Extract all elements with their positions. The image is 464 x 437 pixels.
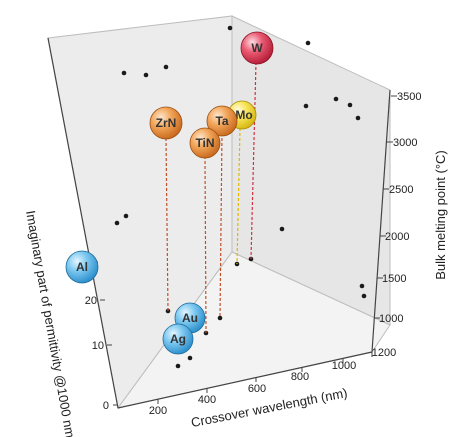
w-label: W bbox=[251, 41, 263, 55]
au-label: Au bbox=[182, 311, 198, 325]
z-axis-title: Imaginary part of permittivity @1000 nm bbox=[23, 209, 78, 437]
ta-marker bbox=[206, 105, 238, 137]
projection-dot bbox=[165, 308, 171, 314]
mo-label: Mo bbox=[235, 108, 252, 122]
projection-dot bbox=[359, 283, 365, 289]
drop-line-zrn bbox=[165, 137, 169, 312]
x-axis-title: Crossover wavelength (nm) bbox=[190, 385, 349, 430]
zrn-label: ZrN bbox=[156, 116, 177, 130]
projection-dot bbox=[303, 103, 309, 109]
y-tick-label: 3000 bbox=[393, 137, 417, 149]
tin-marker bbox=[189, 127, 221, 159]
projection-dot bbox=[347, 102, 353, 108]
zrn-marker bbox=[149, 106, 183, 140]
sphere-ta: Ta bbox=[206, 105, 238, 137]
y-tick-label: 1500 bbox=[382, 273, 406, 285]
y-tick-label: 3500 bbox=[397, 91, 421, 103]
al-label: Al bbox=[76, 260, 88, 274]
sphere-zrn: ZrN bbox=[149, 106, 183, 140]
ag-label: Ag bbox=[170, 332, 186, 346]
projection-dot bbox=[227, 25, 233, 31]
x-tick-label: 200 bbox=[149, 405, 167, 417]
x-tick-label: 1200 bbox=[372, 347, 396, 359]
z-axis-line bbox=[47, 37, 119, 409]
projection-dot bbox=[305, 40, 311, 46]
projection-dot bbox=[121, 70, 127, 76]
drop-line-w bbox=[250, 61, 257, 260]
projection-points bbox=[114, 25, 367, 369]
sphere-tin: TiN bbox=[189, 127, 221, 159]
sphere-ag: Ag bbox=[162, 323, 194, 355]
x-tick-labels: 200 400 600 800 1000 1200 bbox=[149, 347, 396, 417]
ag-marker bbox=[162, 323, 194, 355]
projection-dot bbox=[163, 64, 169, 70]
projection-dot bbox=[187, 355, 193, 361]
y-tick-label: 2500 bbox=[389, 184, 413, 196]
projection-dot bbox=[355, 115, 361, 121]
drop-line-mo bbox=[236, 127, 241, 265]
z-tick-label: 0 bbox=[103, 400, 109, 412]
x-tick-label: 1000 bbox=[332, 360, 356, 372]
x-axis-line bbox=[117, 351, 373, 409]
projection-dot bbox=[333, 96, 339, 102]
z-tick-label: 10 bbox=[92, 340, 104, 352]
drop-line-ta bbox=[219, 132, 223, 319]
y-tick-label: 2000 bbox=[385, 231, 409, 243]
y-tick-labels: 1000 1500 2000 2500 3000 3500 bbox=[379, 91, 421, 325]
drop-lines bbox=[165, 61, 257, 334]
projection-dot bbox=[361, 293, 367, 299]
projection-dot bbox=[114, 220, 120, 226]
z-tick-label: 20 bbox=[85, 295, 97, 307]
al-marker bbox=[65, 250, 99, 284]
x-tick-label: 800 bbox=[291, 371, 309, 383]
projection-dot bbox=[175, 363, 181, 369]
projection-dot bbox=[123, 213, 129, 219]
x-tick-marks bbox=[157, 352, 373, 404]
sphere-al: Al bbox=[65, 250, 99, 284]
x-tick-label: 400 bbox=[198, 394, 216, 406]
ta-label: Ta bbox=[215, 114, 228, 128]
y-tick-marks bbox=[374, 95, 397, 319]
x-tick-label: 600 bbox=[248, 383, 266, 395]
drop-line-tin bbox=[204, 155, 207, 334]
w-marker bbox=[240, 31, 274, 65]
tin-label: TiN bbox=[195, 136, 214, 150]
y-axis-title: Bulk melting point (°C) bbox=[433, 150, 448, 279]
y-axis-line bbox=[371, 89, 391, 353]
y-tick-label: 1000 bbox=[379, 313, 403, 325]
sphere-w: W bbox=[240, 31, 274, 65]
projection-dot bbox=[143, 72, 149, 78]
projection-dot bbox=[279, 226, 285, 232]
